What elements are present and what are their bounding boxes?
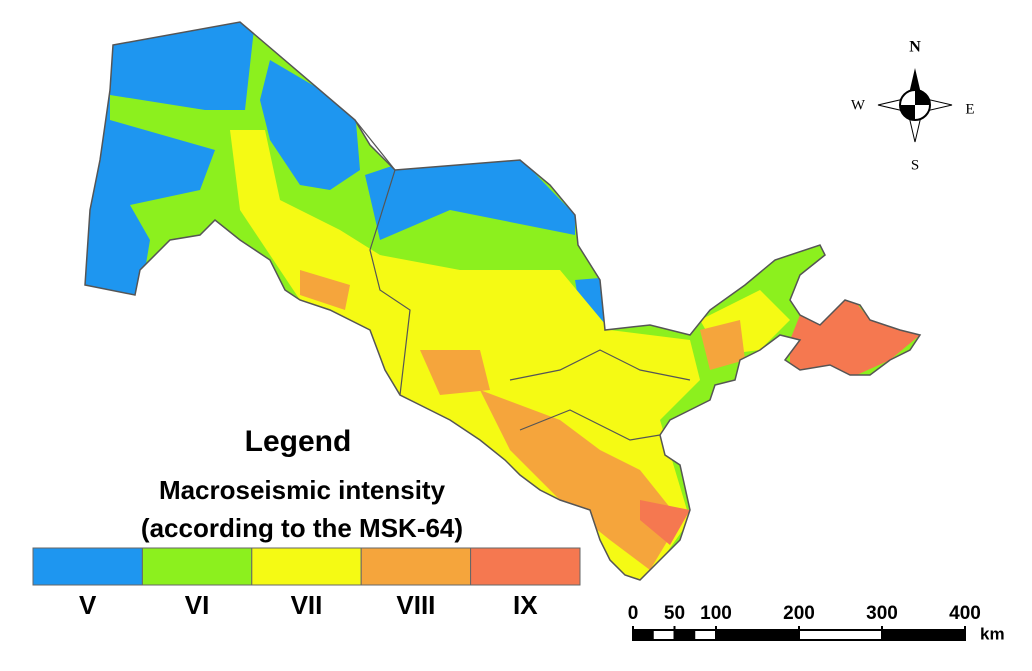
legend-subtitle: Macroseismic intensity xyxy=(159,475,446,505)
legend-swatch xyxy=(470,547,581,586)
legend-label: VII xyxy=(291,590,323,620)
scale-label: 200 xyxy=(783,603,815,624)
scale-label: 0 xyxy=(628,603,639,624)
legend-swatch xyxy=(360,547,472,586)
legend-title: Legend xyxy=(245,425,352,458)
scale-label: 300 xyxy=(866,603,898,624)
zone xyxy=(640,500,690,545)
compass-label: N xyxy=(909,39,921,56)
zone xyxy=(700,320,745,370)
zone xyxy=(575,278,605,325)
scale-segment xyxy=(882,630,965,640)
scale-label: 400 xyxy=(949,603,981,624)
compass-ring xyxy=(900,90,930,120)
legend-label: VIII xyxy=(396,590,435,620)
scale-unit: km xyxy=(980,624,1005,643)
zone xyxy=(480,390,680,570)
legend-subtitle: (according to the MSK-64) xyxy=(141,513,463,543)
legend-swatch xyxy=(251,547,362,586)
scale-segment xyxy=(716,630,799,640)
region-border xyxy=(519,409,661,441)
zone xyxy=(260,60,360,190)
legend-label: IX xyxy=(513,590,538,620)
scale-segment xyxy=(633,630,654,640)
compass-label: S xyxy=(911,157,919,173)
compass-label: E xyxy=(965,101,974,117)
zone xyxy=(790,295,920,378)
scale-label: 50 xyxy=(664,603,685,624)
zone xyxy=(85,22,255,300)
region-border xyxy=(509,349,691,381)
compass: N W E S xyxy=(851,39,975,174)
legend-label: V xyxy=(79,590,97,620)
region-border xyxy=(354,119,411,396)
zone xyxy=(300,270,350,310)
legend-label: VI xyxy=(185,590,210,620)
scale-label: 100 xyxy=(700,603,732,624)
legend-swatch xyxy=(141,547,253,586)
legend: V VI VII VIII IX xyxy=(32,547,581,620)
scale-segment xyxy=(674,630,696,640)
compass-label: W xyxy=(851,97,866,113)
zone xyxy=(420,350,490,395)
legend-swatch xyxy=(32,547,143,586)
zone xyxy=(365,158,575,240)
